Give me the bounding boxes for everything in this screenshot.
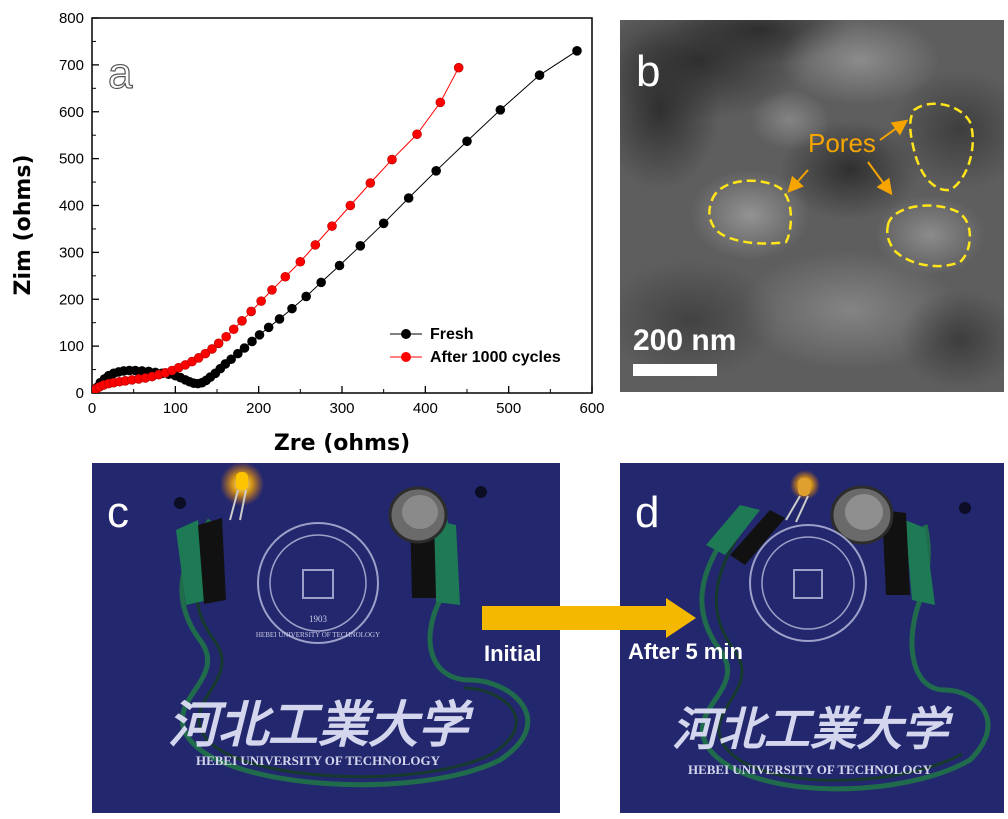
data-point-fresh	[572, 46, 582, 56]
y-tick-label: 300	[59, 244, 84, 261]
university-seal	[749, 524, 867, 642]
legend: Fresh After 1000 cycles	[390, 326, 561, 366]
y-axis-title: Zim (ohms)	[11, 155, 36, 296]
seal-year: 1903	[309, 614, 328, 624]
data-point-fresh	[378, 218, 389, 229]
english-name: HEBEI UNIVERSITY OF TECHNOLOGY	[196, 753, 441, 768]
y-tick-label: 500	[59, 151, 84, 168]
stage-label-after: After 5 min	[628, 639, 743, 664]
legend-label-after-cycles: After 1000 cycles	[430, 349, 561, 366]
x-tick-label: 500	[496, 400, 521, 417]
data-point-fresh	[495, 105, 506, 115]
transition-arrow	[482, 598, 696, 638]
data-point-after-cycles	[453, 62, 464, 73]
data-point-fresh	[247, 336, 257, 347]
data-point-after-cycles	[213, 338, 224, 349]
data-point-after-cycles	[365, 178, 376, 188]
pores-annotation: Pores	[808, 128, 876, 158]
data-point-after-cycles	[228, 324, 239, 335]
y-tick-label: 100	[59, 338, 84, 355]
data-point-after-cycles	[345, 200, 356, 211]
data-point-after-cycles	[295, 256, 306, 267]
nyquist-chart: 0 100 200 300 400 500 600 0 100 200 300 400 500 600 70…	[11, 10, 605, 456]
x-tick-label: 600	[579, 400, 604, 417]
data-point-after-cycles	[310, 240, 321, 250]
y-tick-label: 200	[59, 291, 84, 308]
data-point-fresh	[274, 314, 285, 324]
series-layer	[92, 46, 582, 393]
data-point-fresh	[431, 166, 441, 176]
english-name: HEBEI UNIVERSITY OF TECHNOLOGY	[688, 762, 933, 777]
data-point-after-cycles	[435, 97, 446, 108]
data-point-after-cycles	[246, 306, 256, 317]
data-point-fresh	[226, 354, 236, 365]
chinese-name: 河北工業大学	[672, 702, 954, 756]
x-tick-label: 400	[413, 400, 438, 417]
data-point-fresh	[233, 348, 243, 359]
data-point-after-cycles	[207, 344, 217, 354]
tick-labels: 0 100 200 300 400 500 600 0 100 200 300 400 500 600 70…	[59, 10, 605, 417]
data-point-after-cycles	[237, 316, 247, 326]
data-point-fresh	[462, 136, 472, 147]
stage-label-initial: Initial	[484, 641, 541, 666]
pore-outline-1	[708, 179, 793, 245]
legend-marker-fresh	[401, 329, 411, 339]
legend-label-fresh: Fresh	[430, 326, 474, 343]
data-point-after-cycles	[256, 296, 266, 306]
data-point-after-cycles	[327, 221, 337, 231]
data-point-fresh	[301, 291, 311, 302]
x-tick-label: 200	[246, 400, 271, 417]
data-point-after-cycles	[267, 285, 277, 295]
pore-outline-2	[909, 102, 974, 192]
data-point-fresh	[316, 277, 326, 288]
data-point-fresh	[254, 330, 265, 340]
chinese-name: 河北工業大学	[168, 695, 474, 754]
y-tick-label: 700	[59, 57, 84, 74]
data-point-after-cycles	[387, 154, 397, 165]
data-point-fresh	[287, 303, 297, 314]
legend-marker-after-cycles	[401, 352, 411, 362]
photo-initial: 1903 HEBEI UNIVERSITY OF TECHNOLOGY 河北工業…	[92, 463, 560, 813]
photo-after: 河北工業大学 HEBEI UNIVERSITY OF TECHNOLOGY d	[620, 463, 1004, 813]
data-point-fresh	[334, 260, 345, 271]
x-tick-label: 100	[163, 400, 188, 417]
university-seal	[257, 522, 379, 644]
x-tick-label: 300	[329, 400, 354, 417]
y-tick-label: 0	[76, 385, 84, 402]
panel-label-d: d	[635, 488, 659, 537]
panel-label-b: b	[636, 47, 660, 96]
data-point-fresh	[355, 241, 366, 251]
panel-label-a: a	[108, 49, 133, 98]
data-point-after-cycles	[200, 348, 211, 359]
plot-area	[91, 17, 593, 394]
tem-image: Pores b 200 nm	[620, 20, 1004, 392]
panel-label-c: c	[107, 488, 129, 537]
data-point-after-cycles	[221, 331, 231, 342]
y-tick-label: 600	[59, 104, 84, 121]
scale-bar	[633, 364, 717, 376]
data-point-after-cycles	[412, 129, 422, 140]
data-point-after-cycles	[280, 271, 291, 282]
scale-bar-label: 200 nm	[633, 324, 736, 357]
seal-ring-text: HEBEI UNIVERSITY OF TECHNOLOGY	[256, 631, 380, 639]
x-axis-title: Zre (ohms)	[274, 431, 410, 456]
y-tick-label: 400	[59, 198, 84, 215]
data-point-fresh	[403, 193, 414, 203]
data-point-fresh	[534, 70, 545, 80]
data-point-fresh	[263, 322, 274, 333]
pore-outline-3	[886, 204, 972, 268]
x-tick-label: 0	[88, 400, 96, 417]
y-tick-label: 800	[59, 10, 84, 27]
data-point-fresh	[239, 343, 250, 353]
